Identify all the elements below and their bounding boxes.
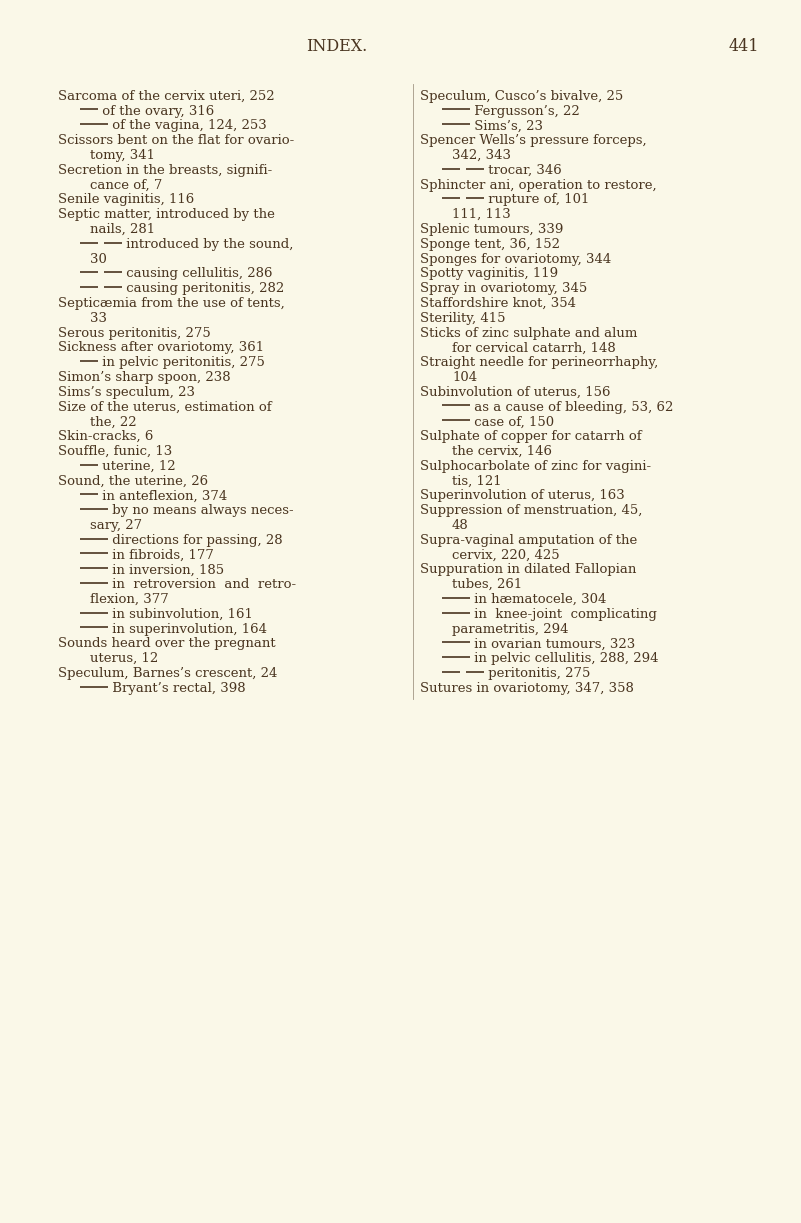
Text: by no means always neces-: by no means always neces- xyxy=(108,504,294,517)
Text: Supra-vaginal amputation of the: Supra-vaginal amputation of the xyxy=(420,533,638,547)
Text: Sarcoma of the cervix uteri, 252: Sarcoma of the cervix uteri, 252 xyxy=(58,89,275,103)
Text: Sulphate of copper for catarrh of: Sulphate of copper for catarrh of xyxy=(420,430,642,443)
Text: tubes, 261: tubes, 261 xyxy=(452,578,522,591)
Text: of the ovary, 316: of the ovary, 316 xyxy=(98,105,214,117)
Text: 30: 30 xyxy=(90,253,107,265)
Text: trocar, 346: trocar, 346 xyxy=(484,164,562,177)
Text: introduced by the sound,: introduced by the sound, xyxy=(122,237,293,251)
Text: parametritis, 294: parametritis, 294 xyxy=(452,623,569,636)
Text: the cervix, 146: the cervix, 146 xyxy=(452,445,552,457)
Text: Suppuration in dilated Fallopian: Suppuration in dilated Fallopian xyxy=(420,564,636,576)
Text: nails, 281: nails, 281 xyxy=(90,223,155,236)
Text: Speculum, Cusco’s bivalve, 25: Speculum, Cusco’s bivalve, 25 xyxy=(420,89,623,103)
Text: Sponge tent, 36, 152: Sponge tent, 36, 152 xyxy=(420,237,560,251)
Text: Subinvolution of uterus, 156: Subinvolution of uterus, 156 xyxy=(420,385,610,399)
Text: Sponges for ovariotomy, 344: Sponges for ovariotomy, 344 xyxy=(420,253,611,265)
Text: Sounds heard over the pregnant: Sounds heard over the pregnant xyxy=(58,637,276,651)
Text: Skin-cracks, 6: Skin-cracks, 6 xyxy=(58,430,153,443)
Text: Staffordshire knot, 354: Staffordshire knot, 354 xyxy=(420,297,576,309)
Text: Size of the uterus, estimation of: Size of the uterus, estimation of xyxy=(58,401,272,413)
Text: Serous peritonitis, 275: Serous peritonitis, 275 xyxy=(58,327,211,340)
Text: uterine, 12: uterine, 12 xyxy=(98,460,175,473)
Text: 104: 104 xyxy=(452,371,477,384)
Text: tomy, 341: tomy, 341 xyxy=(90,149,155,161)
Text: for cervical catarrh, 148: for cervical catarrh, 148 xyxy=(452,341,616,355)
Text: Fergusson’s, 22: Fergusson’s, 22 xyxy=(470,105,580,117)
Text: of the vagina, 124, 253: of the vagina, 124, 253 xyxy=(108,120,267,132)
Text: in hæmatocele, 304: in hæmatocele, 304 xyxy=(470,593,606,605)
Text: in  knee-joint  complicating: in knee-joint complicating xyxy=(470,608,657,621)
Text: the, 22: the, 22 xyxy=(90,416,137,428)
Text: in  retroversion  and  retro-: in retroversion and retro- xyxy=(108,578,296,591)
Text: tis, 121: tis, 121 xyxy=(452,475,501,488)
Text: in fibroids, 177: in fibroids, 177 xyxy=(108,549,214,561)
Text: Bryant’s rectal, 398: Bryant’s rectal, 398 xyxy=(108,681,246,695)
Text: Simon’s sharp spoon, 238: Simon’s sharp spoon, 238 xyxy=(58,371,231,384)
Text: cance of, 7: cance of, 7 xyxy=(90,179,163,192)
Text: Sphincter ani, operation to restore,: Sphincter ani, operation to restore, xyxy=(420,179,657,192)
Text: directions for passing, 28: directions for passing, 28 xyxy=(108,533,283,547)
Text: Septicæmia from the use of tents,: Septicæmia from the use of tents, xyxy=(58,297,284,309)
Text: flexion, 377: flexion, 377 xyxy=(90,593,169,605)
Text: in inversion, 185: in inversion, 185 xyxy=(108,564,224,576)
Text: Septic matter, introduced by the: Septic matter, introduced by the xyxy=(58,208,275,221)
Text: 441: 441 xyxy=(728,38,759,55)
Text: 111, 113: 111, 113 xyxy=(452,208,511,221)
Text: causing peritonitis, 282: causing peritonitis, 282 xyxy=(122,283,284,295)
Text: Spencer Wells’s pressure forceps,: Spencer Wells’s pressure forceps, xyxy=(420,135,646,147)
Text: rupture of, 101: rupture of, 101 xyxy=(484,193,590,207)
Text: Sims’s speculum, 23: Sims’s speculum, 23 xyxy=(58,385,195,399)
Text: uterus, 12: uterus, 12 xyxy=(90,652,159,665)
Text: sary, 27: sary, 27 xyxy=(90,519,142,532)
Text: Sutures in ovariotomy, 347, 358: Sutures in ovariotomy, 347, 358 xyxy=(420,681,634,695)
Text: in pelvic peritonitis, 275: in pelvic peritonitis, 275 xyxy=(98,356,265,369)
Text: Scissors bent on the flat for ovario-: Scissors bent on the flat for ovario- xyxy=(58,135,294,147)
Text: causing cellulitis, 286: causing cellulitis, 286 xyxy=(122,268,272,280)
Text: Senile vaginitis, 116: Senile vaginitis, 116 xyxy=(58,193,195,207)
Text: Souffle, funic, 13: Souffle, funic, 13 xyxy=(58,445,172,457)
Text: peritonitis, 275: peritonitis, 275 xyxy=(484,667,590,680)
Text: in ovarian tumours, 323: in ovarian tumours, 323 xyxy=(470,637,635,651)
Text: Secretion in the breasts, signifi-: Secretion in the breasts, signifi- xyxy=(58,164,272,177)
Text: Spray in ovariotomy, 345: Spray in ovariotomy, 345 xyxy=(420,283,587,295)
Text: Superinvolution of uterus, 163: Superinvolution of uterus, 163 xyxy=(420,489,625,503)
Text: INDEX.: INDEX. xyxy=(306,38,367,55)
Text: Sims’s, 23: Sims’s, 23 xyxy=(470,120,543,132)
Text: Splenic tumours, 339: Splenic tumours, 339 xyxy=(420,223,563,236)
Text: Straight needle for perineorrhaphy,: Straight needle for perineorrhaphy, xyxy=(420,356,658,369)
Text: Sterility, 415: Sterility, 415 xyxy=(420,312,505,325)
Text: Sticks of zinc sulphate and alum: Sticks of zinc sulphate and alum xyxy=(420,327,638,340)
Text: 48: 48 xyxy=(452,519,469,532)
Text: in anteflexion, 374: in anteflexion, 374 xyxy=(98,489,227,503)
Text: cervix, 220, 425: cervix, 220, 425 xyxy=(452,549,560,561)
Text: Spotty vaginitis, 119: Spotty vaginitis, 119 xyxy=(420,268,558,280)
Text: as a cause of bleeding, 53, 62: as a cause of bleeding, 53, 62 xyxy=(470,401,674,413)
Text: case of, 150: case of, 150 xyxy=(470,416,554,428)
Text: Sickness after ovariotomy, 361: Sickness after ovariotomy, 361 xyxy=(58,341,264,355)
Text: Speculum, Barnes’s crescent, 24: Speculum, Barnes’s crescent, 24 xyxy=(58,667,277,680)
Text: 342, 343: 342, 343 xyxy=(452,149,511,161)
Text: Suppression of menstruation, 45,: Suppression of menstruation, 45, xyxy=(420,504,642,517)
Text: Sulphocarbolate of zinc for vagini-: Sulphocarbolate of zinc for vagini- xyxy=(420,460,651,473)
Text: in subinvolution, 161: in subinvolution, 161 xyxy=(108,608,253,621)
Text: in superinvolution, 164: in superinvolution, 164 xyxy=(108,623,267,636)
Text: in pelvic cellulitis, 288, 294: in pelvic cellulitis, 288, 294 xyxy=(470,652,658,665)
Text: 33: 33 xyxy=(90,312,107,325)
Text: Sound, the uterine, 26: Sound, the uterine, 26 xyxy=(58,475,208,488)
